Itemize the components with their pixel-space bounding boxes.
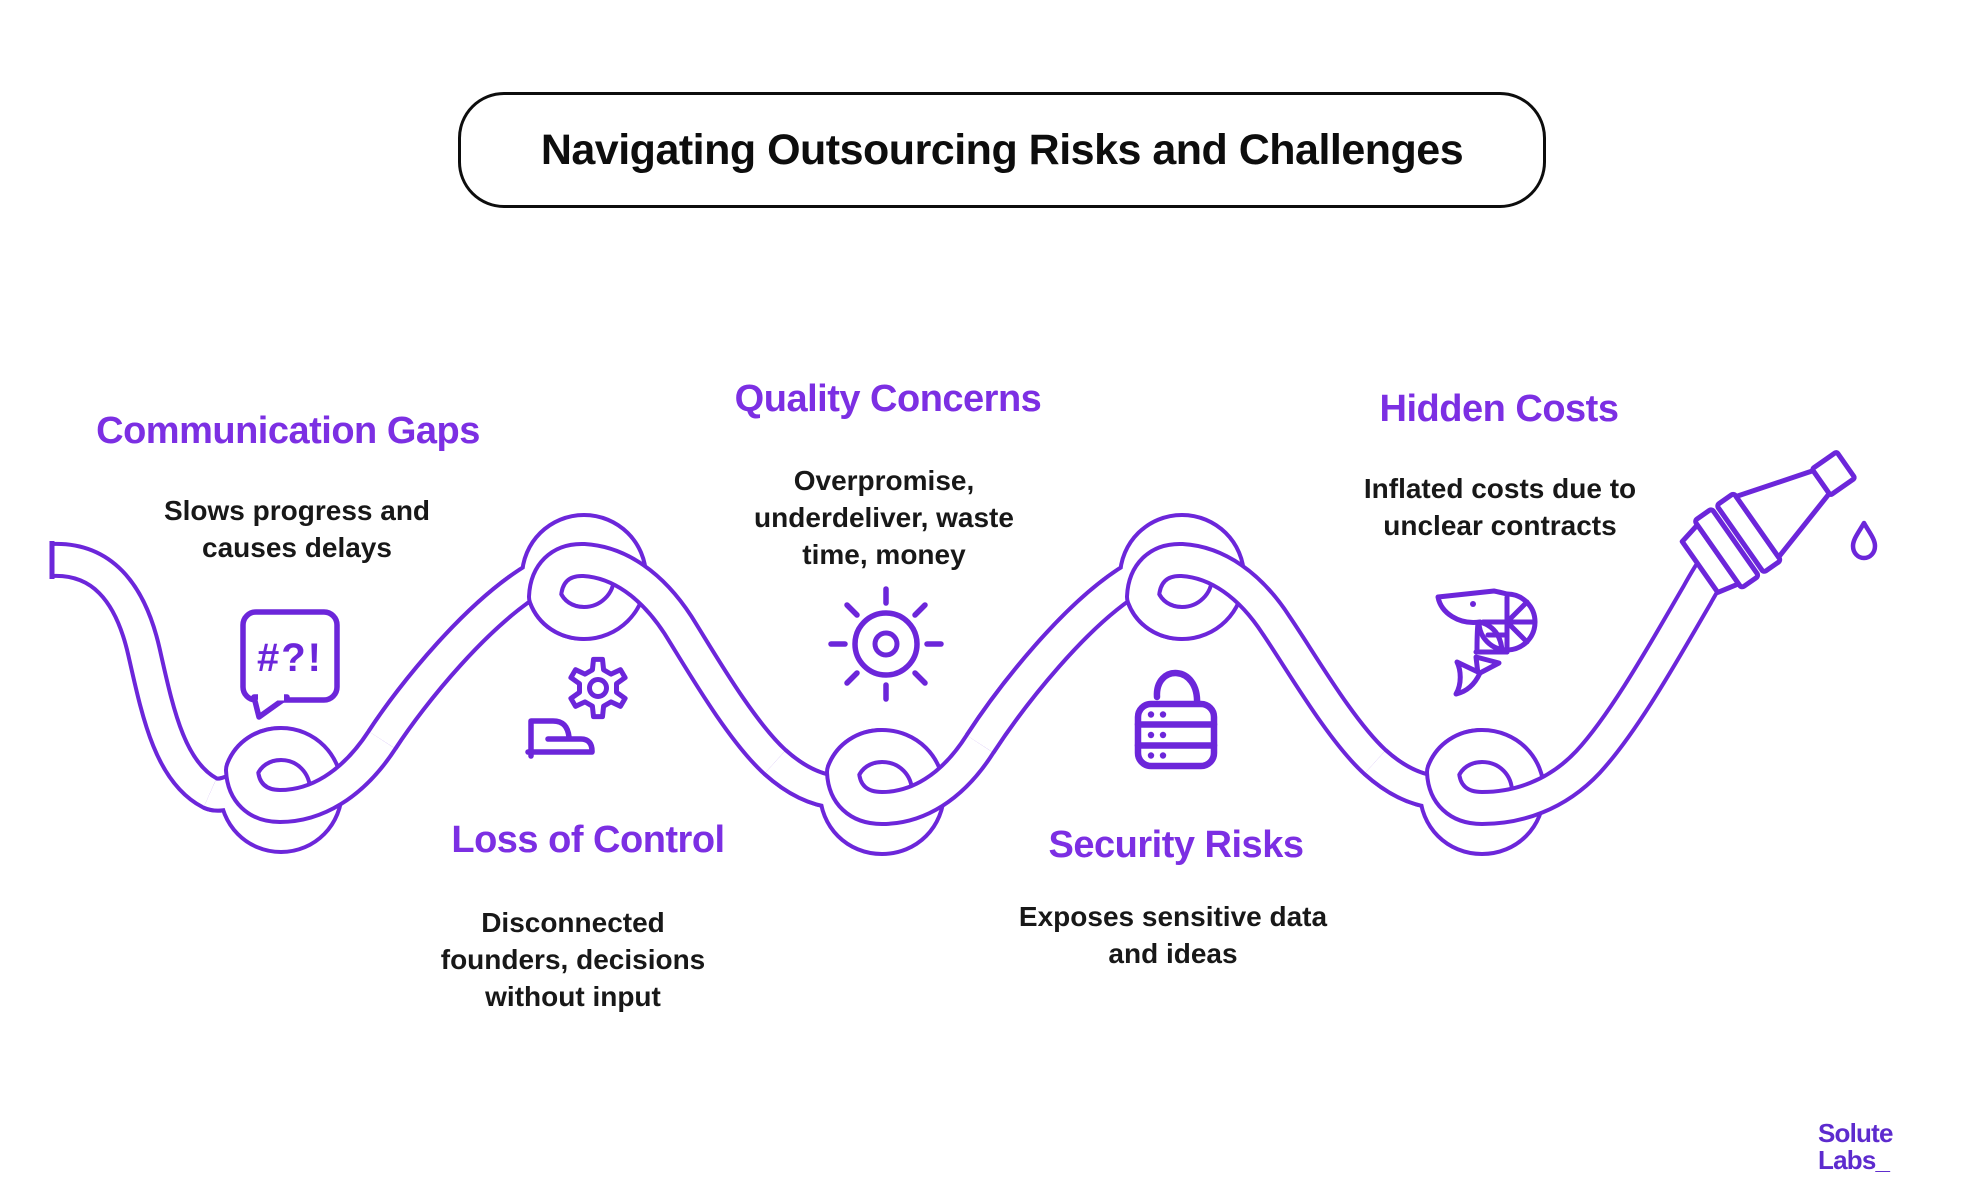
solutelabs-logo: Solute Labs_ bbox=[1818, 1120, 1893, 1174]
gear-icon bbox=[568, 656, 628, 720]
heading-communication-gaps: Communication Gaps bbox=[96, 410, 480, 452]
sun-icon bbox=[828, 586, 944, 702]
heading-quality-concerns: Quality Concerns bbox=[734, 378, 1042, 420]
title-box: Navigating Outsourcing Risks and Challen… bbox=[458, 92, 1546, 208]
knotted-rope bbox=[49, 513, 1731, 856]
lock-server-icon bbox=[1134, 669, 1218, 770]
shrimp-icon bbox=[1435, 588, 1538, 697]
logo-line-2: Labs_ bbox=[1818, 1145, 1890, 1175]
page-title: Navigating Outsourcing Risks and Challen… bbox=[540, 125, 1464, 174]
water-drop-icon bbox=[1850, 520, 1878, 561]
description-hidden-costs: Inflated costs due to unclear contracts bbox=[1363, 473, 1637, 541]
nozzle-icon bbox=[1679, 450, 1857, 595]
description-communication-gaps: Slows progress and causes delays bbox=[163, 495, 431, 563]
heading-hidden-costs: Hidden Costs bbox=[1379, 388, 1619, 430]
hand-icon bbox=[525, 718, 595, 759]
description-quality-concerns: Overpromise, underdeliver, waste time, m… bbox=[754, 465, 1014, 570]
heading-loss-of-control: Loss of Control bbox=[451, 819, 725, 861]
description-loss-of-control: Disconnected founders, decisions without… bbox=[440, 907, 706, 1012]
logo-line-1: Solute bbox=[1818, 1118, 1893, 1148]
description-security-risks: Exposes sensitive data and ideas bbox=[1018, 901, 1328, 969]
speech-bubble-icon: #?! bbox=[240, 609, 340, 720]
heading-security-risks: Security Risks bbox=[1048, 824, 1304, 866]
speech-bubble-text: #?! bbox=[257, 636, 323, 680]
shrimp-eye bbox=[1470, 601, 1476, 607]
